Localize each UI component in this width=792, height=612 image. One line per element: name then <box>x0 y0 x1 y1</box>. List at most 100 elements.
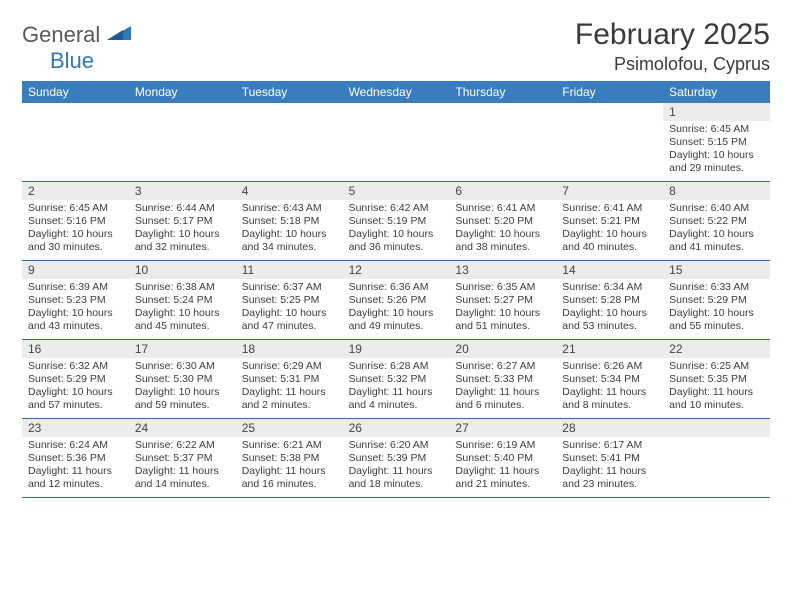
day-cell: 22Sunrise: 6:25 AMSunset: 5:35 PMDayligh… <box>663 340 770 418</box>
sunset-text: Sunset: 5:24 PM <box>135 294 230 307</box>
sunrise-text: Sunrise: 6:30 AM <box>135 360 230 373</box>
day-number <box>663 419 770 437</box>
sunset-text: Sunset: 5:35 PM <box>669 373 764 386</box>
day-cell: 4Sunrise: 6:43 AMSunset: 5:18 PMDaylight… <box>236 182 343 260</box>
day-number: 19 <box>343 340 450 358</box>
day-cell: 8Sunrise: 6:40 AMSunset: 5:22 PMDaylight… <box>663 182 770 260</box>
day-cell: 28Sunrise: 6:17 AMSunset: 5:41 PMDayligh… <box>556 419 663 497</box>
day-details: Sunrise: 6:44 AMSunset: 5:17 PMDaylight:… <box>129 200 236 260</box>
day-cell: 24Sunrise: 6:22 AMSunset: 5:37 PMDayligh… <box>129 419 236 497</box>
sunrise-text: Sunrise: 6:41 AM <box>562 202 657 215</box>
day-cell: 2Sunrise: 6:45 AMSunset: 5:16 PMDaylight… <box>22 182 129 260</box>
day-cell: 12Sunrise: 6:36 AMSunset: 5:26 PMDayligh… <box>343 261 450 339</box>
day-details: Sunrise: 6:20 AMSunset: 5:39 PMDaylight:… <box>343 437 450 497</box>
sunset-text: Sunset: 5:40 PM <box>455 452 550 465</box>
sunrise-text: Sunrise: 6:28 AM <box>349 360 444 373</box>
sunset-text: Sunset: 5:17 PM <box>135 215 230 228</box>
day-number: 14 <box>556 261 663 279</box>
day-details: Sunrise: 6:45 AMSunset: 5:16 PMDaylight:… <box>22 200 129 260</box>
day-details: Sunrise: 6:34 AMSunset: 5:28 PMDaylight:… <box>556 279 663 339</box>
day-number: 28 <box>556 419 663 437</box>
sunrise-text: Sunrise: 6:37 AM <box>242 281 337 294</box>
sunset-text: Sunset: 5:31 PM <box>242 373 337 386</box>
sunset-text: Sunset: 5:21 PM <box>562 215 657 228</box>
sunset-text: Sunset: 5:38 PM <box>242 452 337 465</box>
daylight-text: Daylight: 10 hours and 47 minutes. <box>242 307 337 333</box>
day-header-sun: Sunday <box>22 81 129 103</box>
day-number: 8 <box>663 182 770 200</box>
day-details: Sunrise: 6:42 AMSunset: 5:19 PMDaylight:… <box>343 200 450 260</box>
day-details: Sunrise: 6:41 AMSunset: 5:21 PMDaylight:… <box>556 200 663 260</box>
day-details: Sunrise: 6:39 AMSunset: 5:23 PMDaylight:… <box>22 279 129 339</box>
day-details <box>343 121 450 181</box>
sunset-text: Sunset: 5:34 PM <box>562 373 657 386</box>
day-number: 5 <box>343 182 450 200</box>
day-details: Sunrise: 6:45 AMSunset: 5:15 PMDaylight:… <box>663 121 770 181</box>
sunset-text: Sunset: 5:30 PM <box>135 373 230 386</box>
day-cell: 19Sunrise: 6:28 AMSunset: 5:32 PMDayligh… <box>343 340 450 418</box>
calendar-week: 23Sunrise: 6:24 AMSunset: 5:36 PMDayligh… <box>22 418 770 498</box>
day-cell <box>22 103 129 181</box>
daylight-text: Daylight: 10 hours and 51 minutes. <box>455 307 550 333</box>
calendar: Sunday Monday Tuesday Wednesday Thursday… <box>22 81 770 498</box>
daylight-text: Daylight: 10 hours and 36 minutes. <box>349 228 444 254</box>
sunset-text: Sunset: 5:29 PM <box>28 373 123 386</box>
day-cell: 26Sunrise: 6:20 AMSunset: 5:39 PMDayligh… <box>343 419 450 497</box>
day-details: Sunrise: 6:41 AMSunset: 5:20 PMDaylight:… <box>449 200 556 260</box>
day-cell: 3Sunrise: 6:44 AMSunset: 5:17 PMDaylight… <box>129 182 236 260</box>
day-number: 26 <box>343 419 450 437</box>
day-details: Sunrise: 6:43 AMSunset: 5:18 PMDaylight:… <box>236 200 343 260</box>
calendar-weeks: 1Sunrise: 6:45 AMSunset: 5:15 PMDaylight… <box>22 103 770 498</box>
day-details <box>236 121 343 181</box>
day-cell: 27Sunrise: 6:19 AMSunset: 5:40 PMDayligh… <box>449 419 556 497</box>
day-number: 9 <box>22 261 129 279</box>
day-cell: 11Sunrise: 6:37 AMSunset: 5:25 PMDayligh… <box>236 261 343 339</box>
daylight-text: Daylight: 10 hours and 57 minutes. <box>28 386 123 412</box>
sunset-text: Sunset: 5:15 PM <box>669 136 764 149</box>
sunrise-text: Sunrise: 6:22 AM <box>135 439 230 452</box>
sunset-text: Sunset: 5:20 PM <box>455 215 550 228</box>
calendar-week: 9Sunrise: 6:39 AMSunset: 5:23 PMDaylight… <box>22 260 770 339</box>
day-header-thu: Thursday <box>449 81 556 103</box>
day-cell <box>129 103 236 181</box>
day-number: 27 <box>449 419 556 437</box>
daylight-text: Daylight: 11 hours and 2 minutes. <box>242 386 337 412</box>
daylight-text: Daylight: 10 hours and 32 minutes. <box>135 228 230 254</box>
day-details <box>556 121 663 181</box>
sunset-text: Sunset: 5:25 PM <box>242 294 337 307</box>
day-details <box>449 121 556 181</box>
sunset-text: Sunset: 5:26 PM <box>349 294 444 307</box>
day-cell: 1Sunrise: 6:45 AMSunset: 5:15 PMDaylight… <box>663 103 770 181</box>
day-details: Sunrise: 6:37 AMSunset: 5:25 PMDaylight:… <box>236 279 343 339</box>
day-number <box>449 103 556 121</box>
day-details: Sunrise: 6:30 AMSunset: 5:30 PMDaylight:… <box>129 358 236 418</box>
day-details: Sunrise: 6:29 AMSunset: 5:31 PMDaylight:… <box>236 358 343 418</box>
daylight-text: Daylight: 11 hours and 8 minutes. <box>562 386 657 412</box>
sunrise-text: Sunrise: 6:34 AM <box>562 281 657 294</box>
sunset-text: Sunset: 5:36 PM <box>28 452 123 465</box>
day-details <box>129 121 236 181</box>
daylight-text: Daylight: 10 hours and 29 minutes. <box>669 149 764 175</box>
sunrise-text: Sunrise: 6:45 AM <box>669 123 764 136</box>
day-details: Sunrise: 6:27 AMSunset: 5:33 PMDaylight:… <box>449 358 556 418</box>
sunset-text: Sunset: 5:32 PM <box>349 373 444 386</box>
sunrise-text: Sunrise: 6:42 AM <box>349 202 444 215</box>
daylight-text: Daylight: 10 hours and 40 minutes. <box>562 228 657 254</box>
day-header-sat: Saturday <box>663 81 770 103</box>
daylight-text: Daylight: 11 hours and 14 minutes. <box>135 465 230 491</box>
day-details: Sunrise: 6:22 AMSunset: 5:37 PMDaylight:… <box>129 437 236 497</box>
sunrise-text: Sunrise: 6:33 AM <box>669 281 764 294</box>
day-details: Sunrise: 6:24 AMSunset: 5:36 PMDaylight:… <box>22 437 129 497</box>
daylight-text: Daylight: 10 hours and 45 minutes. <box>135 307 230 333</box>
day-cell: 23Sunrise: 6:24 AMSunset: 5:36 PMDayligh… <box>22 419 129 497</box>
day-cell: 17Sunrise: 6:30 AMSunset: 5:30 PMDayligh… <box>129 340 236 418</box>
sunrise-text: Sunrise: 6:19 AM <box>455 439 550 452</box>
sunrise-text: Sunrise: 6:32 AM <box>28 360 123 373</box>
day-cell: 5Sunrise: 6:42 AMSunset: 5:19 PMDaylight… <box>343 182 450 260</box>
sunrise-text: Sunrise: 6:43 AM <box>242 202 337 215</box>
title-block: February 2025 Psimolofou, Cyprus <box>575 18 770 75</box>
day-number <box>556 103 663 121</box>
day-details: Sunrise: 6:40 AMSunset: 5:22 PMDaylight:… <box>663 200 770 260</box>
day-details: Sunrise: 6:19 AMSunset: 5:40 PMDaylight:… <box>449 437 556 497</box>
sunrise-text: Sunrise: 6:40 AM <box>669 202 764 215</box>
